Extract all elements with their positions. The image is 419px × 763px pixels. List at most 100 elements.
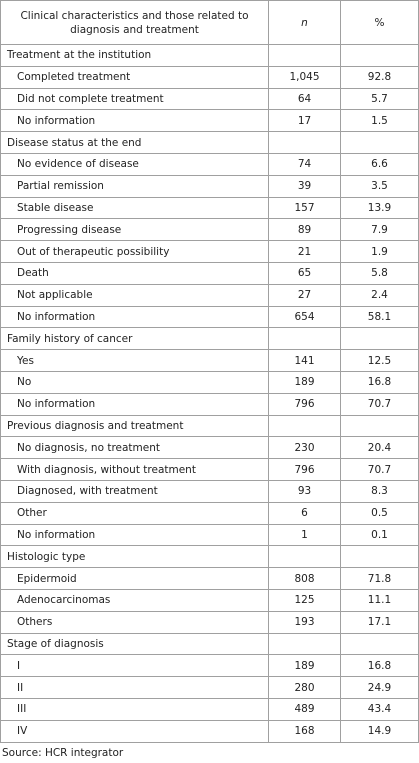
empty-cell bbox=[340, 632, 419, 656]
percent-cell: 16.8 bbox=[340, 654, 419, 678]
count-cell: 17 bbox=[268, 109, 341, 133]
row-label: No bbox=[0, 370, 269, 394]
section-title: Stage of diagnosis bbox=[0, 632, 269, 656]
percent-cell: 3.5 bbox=[340, 174, 419, 198]
header-cell: Clinical characteristics and those relat… bbox=[0, 0, 269, 45]
empty-cell bbox=[340, 131, 419, 154]
data-row: With diagnosis, without treatment 796 70.7 bbox=[0, 458, 419, 481]
count-cell: 39 bbox=[268, 174, 341, 198]
section-row: Treatment at the institution bbox=[0, 44, 419, 67]
count-cell: 189 bbox=[268, 654, 341, 678]
empty-cell bbox=[340, 414, 419, 438]
data-row: No information 1 0.1 bbox=[0, 523, 419, 547]
data-row: Did not complete treatment 64 5.7 bbox=[0, 87, 419, 111]
empty-cell bbox=[268, 414, 341, 438]
row-label: Other bbox=[0, 501, 269, 525]
section-row: Stage of diagnosis bbox=[0, 632, 419, 656]
count-cell: 189 bbox=[268, 370, 341, 394]
count-cell: 796 bbox=[268, 458, 341, 481]
percent-cell: 8.3 bbox=[340, 479, 419, 503]
percent-cell: 0.1 bbox=[340, 523, 419, 547]
data-row: No information 17 1.5 bbox=[0, 109, 419, 133]
percent-cell: 6.6 bbox=[340, 152, 419, 176]
count-cell: 27 bbox=[268, 283, 341, 307]
row-label: Diagnosed, with treatment bbox=[0, 479, 269, 503]
data-row: Diagnosed, with treatment 93 8.3 bbox=[0, 479, 419, 503]
row-label: Death bbox=[0, 261, 269, 285]
count-cell: 230 bbox=[268, 436, 341, 460]
row-label: Others bbox=[0, 610, 269, 634]
section-row: Previous diagnosis and treatment bbox=[0, 414, 419, 438]
count-cell: 64 bbox=[268, 87, 341, 111]
percent-cell: 0.5 bbox=[340, 501, 419, 525]
header-row: Clinical characteristics and those relat… bbox=[0, 0, 419, 45]
percent-cell: 12.5 bbox=[340, 349, 419, 372]
count-cell: 193 bbox=[268, 610, 341, 634]
row-label: Did not complete treatment bbox=[0, 87, 269, 111]
data-row: III 489 43.4 bbox=[0, 697, 419, 721]
count-cell: 168 bbox=[268, 719, 341, 743]
row-label: With diagnosis, without treatment bbox=[0, 458, 269, 481]
section-title: Previous diagnosis and treatment bbox=[0, 414, 269, 438]
percent-cell: 92.8 bbox=[340, 65, 419, 89]
percent-cell: 43.4 bbox=[340, 697, 419, 721]
row-label: Progressing disease bbox=[0, 218, 269, 242]
row-label: No diagnosis, no treatment bbox=[0, 436, 269, 460]
percent-cell: 70.7 bbox=[340, 458, 419, 481]
section-row: Histologic type bbox=[0, 545, 419, 569]
header-cell: n bbox=[268, 0, 341, 45]
row-label: Out of therapeutic possibility bbox=[0, 240, 269, 263]
row-label: III bbox=[0, 697, 269, 721]
section-title: Histologic type bbox=[0, 545, 269, 569]
source-note: Source: HCR integrator bbox=[2, 746, 124, 759]
data-row: No diagnosis, no treatment 230 20.4 bbox=[0, 436, 419, 460]
empty-cell bbox=[340, 545, 419, 569]
count-cell: 6 bbox=[268, 501, 341, 525]
data-row: Epidermoid 808 71.8 bbox=[0, 567, 419, 590]
count-cell: 654 bbox=[268, 305, 341, 329]
percent-cell: 13.9 bbox=[340, 196, 419, 220]
data-row: Yes 141 12.5 bbox=[0, 349, 419, 372]
data-row: IV 168 14.9 bbox=[0, 719, 419, 743]
data-row: Others 193 17.1 bbox=[0, 610, 419, 634]
count-cell: 74 bbox=[268, 152, 341, 176]
percent-cell: 24.9 bbox=[340, 676, 419, 699]
data-row: No information 796 70.7 bbox=[0, 392, 419, 416]
count-cell: 808 bbox=[268, 567, 341, 590]
count-cell: 65 bbox=[268, 261, 341, 285]
section-title: Disease status at the end bbox=[0, 131, 269, 154]
empty-cell bbox=[268, 131, 341, 154]
count-cell: 796 bbox=[268, 392, 341, 416]
row-label: No evidence of disease bbox=[0, 152, 269, 176]
data-row: Out of therapeutic possibility 21 1.9 bbox=[0, 240, 419, 263]
percent-cell: 16.8 bbox=[340, 370, 419, 394]
section-row: Disease status at the end bbox=[0, 131, 419, 154]
data-row: Stable disease 157 13.9 bbox=[0, 196, 419, 220]
percent-cell: 1.5 bbox=[340, 109, 419, 133]
count-cell: 125 bbox=[268, 588, 341, 612]
data-row: No evidence of disease 74 6.6 bbox=[0, 152, 419, 176]
empty-cell bbox=[268, 327, 341, 351]
row-label: No information bbox=[0, 109, 269, 133]
row-label: No information bbox=[0, 392, 269, 416]
count-cell: 141 bbox=[268, 349, 341, 372]
data-row: Progressing disease 89 7.9 bbox=[0, 218, 419, 242]
percent-cell: 70.7 bbox=[340, 392, 419, 416]
percent-cell: 7.9 bbox=[340, 218, 419, 242]
count-cell: 280 bbox=[268, 676, 341, 699]
empty-cell bbox=[268, 44, 341, 67]
percent-cell: 58.1 bbox=[340, 305, 419, 329]
row-label: Epidermoid bbox=[0, 567, 269, 590]
section-row: Family history of cancer bbox=[0, 327, 419, 351]
count-cell: 1,045 bbox=[268, 65, 341, 89]
section-title: Family history of cancer bbox=[0, 327, 269, 351]
table-body: Treatment at the institution Completed tr… bbox=[0, 44, 419, 743]
percent-cell: 11.1 bbox=[340, 588, 419, 612]
row-label: Adenocarcinomas bbox=[0, 588, 269, 612]
row-label: No information bbox=[0, 523, 269, 547]
row-label: Stable disease bbox=[0, 196, 269, 220]
empty-cell bbox=[340, 327, 419, 351]
percent-cell: 1.9 bbox=[340, 240, 419, 263]
count-cell: 1 bbox=[268, 523, 341, 547]
data-table: Clinical characteristics and those relat… bbox=[0, 0, 419, 743]
